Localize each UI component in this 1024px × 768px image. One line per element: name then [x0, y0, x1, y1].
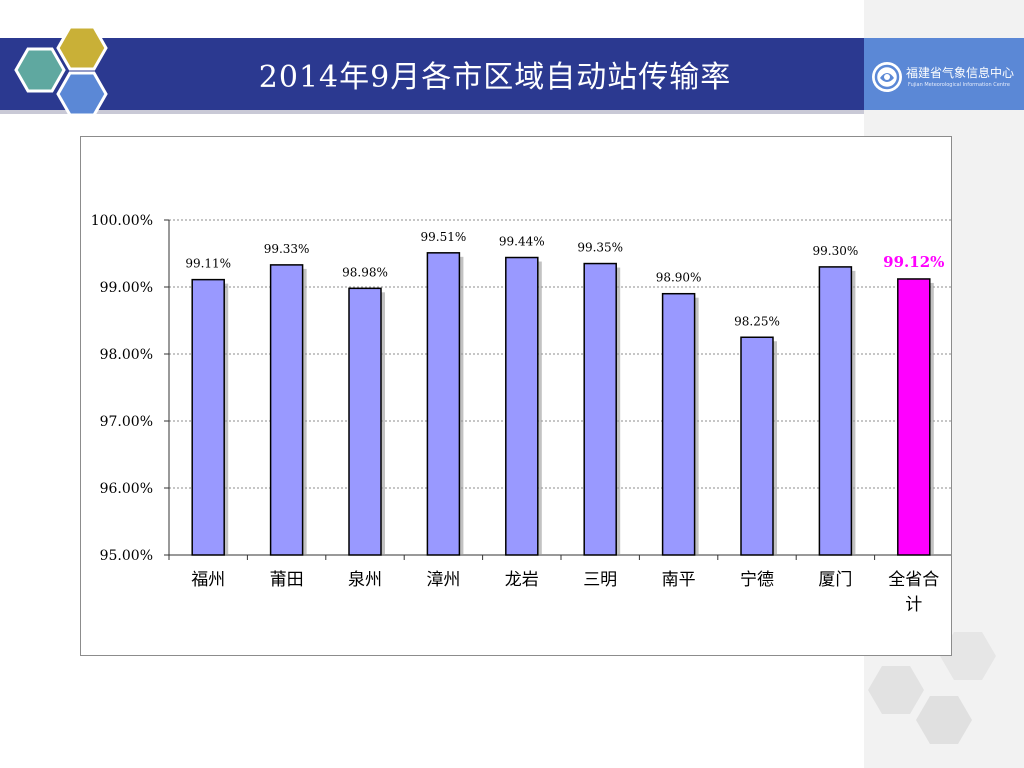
x-tick-label: 龙岩 — [505, 570, 539, 590]
data-label: 99.35% — [577, 241, 623, 255]
logo-text: 福建省气象信息中心 — [906, 66, 1015, 80]
chart-frame: 95.00% 96.00% 97.00% 98.00% 99.00% 100.00% 99.… — [80, 136, 952, 656]
data-label: 99.30% — [813, 244, 859, 258]
y-tick-label: 100.00% — [91, 213, 153, 229]
logo-icon — [872, 62, 902, 92]
x-tick-label: 莆田 — [270, 570, 304, 590]
x-tick-label: 计 — [905, 595, 922, 615]
title-band — [0, 38, 864, 114]
bar — [426, 252, 461, 556]
bar — [348, 287, 382, 556]
data-label: 99.51% — [421, 230, 467, 244]
logo-subtext: Fujian Meteorological Information Centre — [908, 82, 1010, 88]
x-tick-label: 三明 — [583, 570, 617, 590]
x-tick-label: 厦门 — [818, 570, 852, 590]
bar — [897, 278, 931, 556]
data-label: 98.90% — [656, 271, 702, 285]
y-tick-label: 96.00% — [100, 481, 153, 497]
bar — [661, 292, 696, 556]
slide-title: 2014年9月各市区域自动站传输率 — [258, 60, 732, 95]
bar — [191, 278, 225, 556]
bar — [583, 262, 617, 556]
x-tick-label: 泉州 — [348, 570, 382, 590]
data-label: 99.12% — [883, 253, 944, 271]
bar-chart: 95.00% 96.00% 97.00% 98.00% 99.00% 100.00% 99.… — [91, 213, 951, 615]
data-label: 99.33% — [264, 242, 310, 256]
data-label: 98.25% — [734, 314, 780, 328]
y-tick-label: 95.00% — [100, 548, 153, 564]
data-label: 99.11% — [185, 257, 231, 271]
hexagon-logo-decoration — [14, 25, 108, 117]
x-tick-label: 漳州 — [426, 570, 460, 590]
y-tick-label: 98.00% — [100, 347, 153, 363]
data-label: 99.44% — [499, 235, 545, 249]
bar — [269, 264, 304, 556]
x-tick-label: 宁德 — [740, 570, 774, 590]
y-tick-label: 99.00% — [100, 280, 153, 296]
bar — [818, 266, 853, 556]
bar — [505, 256, 539, 556]
data-label: 98.98% — [342, 265, 388, 279]
y-tick-label: 97.00% — [100, 414, 153, 430]
x-tick-label: 福州 — [191, 570, 225, 590]
bar — [740, 336, 774, 556]
x-tick-label: 全省合 — [888, 570, 939, 590]
hexagon-decoration-bottom-right — [868, 632, 996, 744]
x-tick-label: 南平 — [662, 570, 696, 590]
